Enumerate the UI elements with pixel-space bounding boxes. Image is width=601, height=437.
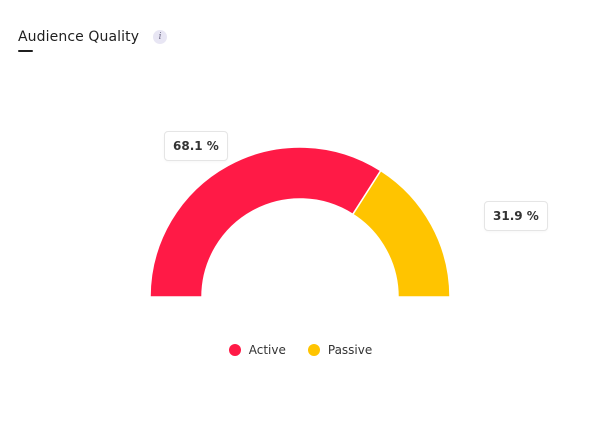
- legend-label-passive: Passive: [327, 343, 373, 357]
- legend-label-active: Active: [248, 343, 286, 357]
- card-header: Audience Quality i: [18, 22, 168, 52]
- card-title-text: Audience Quality: [18, 29, 140, 45]
- chart-legend: Active Passive: [0, 343, 601, 357]
- info-icon[interactable]: i: [153, 30, 168, 44]
- legend-dot-passive: [307, 344, 320, 356]
- legend-dot-active: [228, 344, 241, 356]
- slice-active[interactable]: [149, 146, 382, 298]
- active-percent-label: 68.1 %: [164, 131, 228, 161]
- card-title: Audience Quality: [18, 28, 140, 52]
- slice-passive[interactable]: [351, 169, 451, 298]
- legend-item-active[interactable]: Active: [228, 343, 286, 357]
- passive-percent-label: 31.9 %: [484, 201, 548, 231]
- legend-item-passive[interactable]: Passive: [307, 343, 373, 357]
- title-underline: [18, 50, 33, 52]
